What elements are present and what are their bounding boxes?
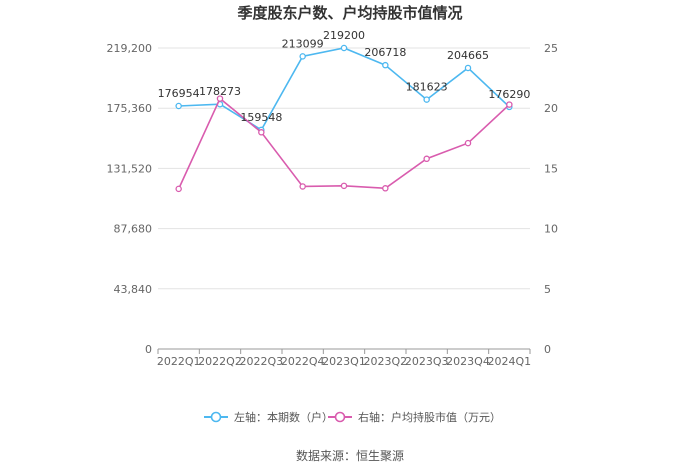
series-line-market-value xyxy=(177,97,510,190)
data-point xyxy=(382,185,389,192)
y-left-tick-label: 43,840 xyxy=(114,283,153,296)
legend-marker xyxy=(210,411,222,423)
data-point xyxy=(299,183,306,190)
data-label: 176954 xyxy=(158,87,200,100)
y-left-tick-label: 0 xyxy=(145,343,152,356)
x-tick-label: 2023Q3 xyxy=(405,355,449,368)
y-right-tick-label: 20 xyxy=(544,102,558,115)
x-tick-label: 2023Q2 xyxy=(364,355,408,368)
y-right-tick-label: 15 xyxy=(544,162,558,175)
data-point xyxy=(423,155,430,163)
x-tick-label: 2023Q4 xyxy=(446,355,490,368)
data-label: 204665 xyxy=(447,49,489,62)
axes: 0 43,840 87,680 131,520 175,360 219,200 0 5 10 15… xyxy=(107,42,559,368)
x-tick-label: 2024Q1 xyxy=(488,355,532,368)
x-tick-label: 2022Q2 xyxy=(198,355,242,368)
data-label: 178273 xyxy=(199,85,241,98)
data-label: 181623 xyxy=(406,81,448,94)
data-point xyxy=(340,182,348,190)
data-point xyxy=(216,95,224,102)
y-left-tick-label: 87,680 xyxy=(114,223,153,236)
y-left-tick-label: 219,200 xyxy=(107,42,153,55)
data-point xyxy=(464,139,472,147)
grid xyxy=(158,47,530,290)
data-label: 213099 xyxy=(282,37,324,50)
legend-label: 右轴：户均持股市值（万元） xyxy=(358,410,501,424)
chart-title: 季度股东户数、户均持股市值情况 xyxy=(237,4,462,22)
data-label: 159548 xyxy=(240,111,282,124)
data-point xyxy=(258,129,265,136)
y-right-tick-label: 5 xyxy=(544,283,551,296)
data-point xyxy=(175,185,182,193)
data-point xyxy=(299,53,306,60)
x-tick-label: 2023Q1 xyxy=(322,355,366,368)
y-right-tick-label: 0 xyxy=(544,343,551,356)
x-tick-label: 2022Q3 xyxy=(240,355,284,368)
data-point xyxy=(175,102,182,110)
legend-label: 左轴：本期数（户） xyxy=(234,410,333,424)
series-layer xyxy=(175,44,513,193)
y-right-tick-label: 25 xyxy=(544,42,558,55)
x-tick-label: 2022Q1 xyxy=(157,355,201,368)
data-point xyxy=(506,101,513,108)
data-point xyxy=(464,64,472,72)
y-right-tick-label: 10 xyxy=(544,223,558,236)
data-label: 219200 xyxy=(323,29,365,42)
data-point xyxy=(340,44,348,52)
data-point xyxy=(382,61,389,69)
data-label: 176290 xyxy=(488,88,530,101)
y-left-tick-label: 131,520 xyxy=(107,162,153,175)
legend: 左轴：本期数（户） 右轴：户均持股市值（万元） xyxy=(204,410,501,424)
data-label: 206718 xyxy=(364,46,406,59)
data-point xyxy=(423,96,430,103)
y-left-tick-label: 175,360 xyxy=(107,102,153,115)
legend-marker xyxy=(334,411,346,423)
x-tick-label: 2022Q4 xyxy=(281,355,325,368)
source-text: 数据来源：恒生聚源 xyxy=(296,448,404,463)
